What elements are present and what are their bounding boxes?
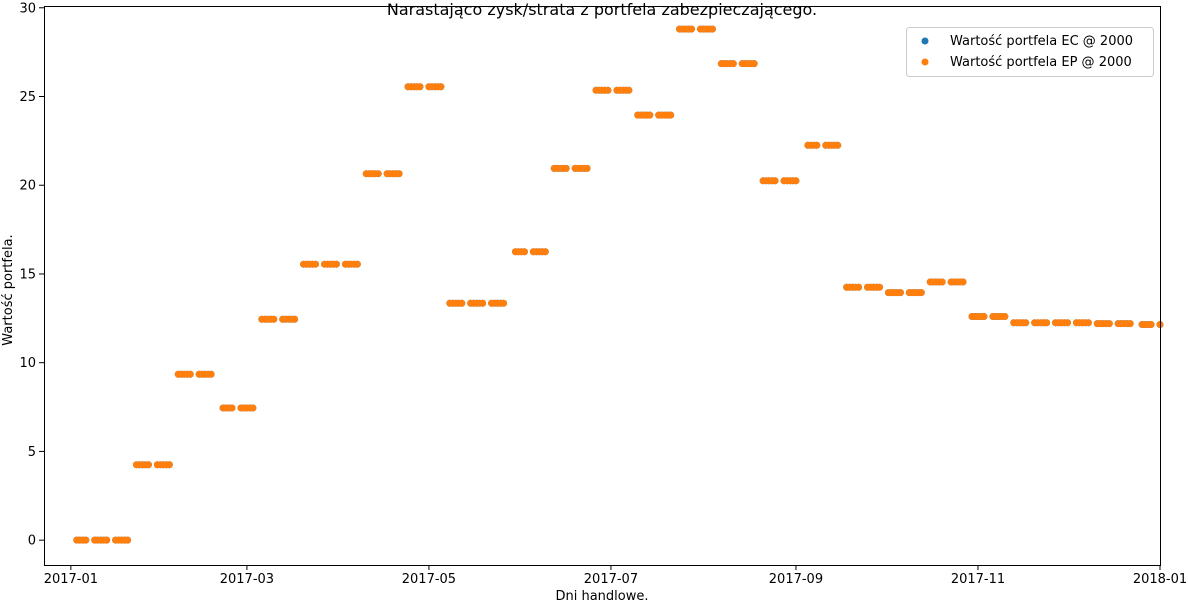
data-point <box>144 461 152 469</box>
data-point <box>1084 319 1092 327</box>
data-point <box>479 299 487 307</box>
data-point <box>980 313 988 321</box>
y-tick-label: 5 <box>28 445 36 460</box>
data-point <box>667 111 675 119</box>
y-tick-label: 10 <box>19 356 36 371</box>
data-point <box>1064 319 1071 327</box>
legend-label-ec: Wartość portfela EC @ 2000 <box>950 34 1133 49</box>
data-point <box>437 83 445 91</box>
y-tick-label: 25 <box>19 90 36 105</box>
legend-marker-ec <box>921 37 929 45</box>
data-point <box>249 404 257 412</box>
data-point <box>500 299 508 307</box>
data-point <box>520 248 528 256</box>
data-point <box>353 260 361 268</box>
series-ec <box>73 25 1164 544</box>
data-point <box>1022 319 1030 327</box>
data-point <box>82 536 90 544</box>
data-point <box>1126 320 1134 328</box>
data-point <box>1105 320 1113 328</box>
y-tick-label: 30 <box>19 1 36 16</box>
x-axis-label: Dni handlowe. <box>555 589 648 604</box>
data-point <box>729 60 737 68</box>
data-point <box>541 248 549 256</box>
plot-frame <box>44 6 1161 566</box>
data-point <box>165 461 173 469</box>
y-tick-label: 0 <box>28 534 36 549</box>
data-point <box>186 370 194 378</box>
data-point <box>917 289 925 297</box>
data-point <box>750 60 758 68</box>
x-tick-label: 2017-03 <box>220 572 274 587</box>
data-point <box>416 83 424 91</box>
data-point <box>708 25 716 33</box>
data-point <box>1147 321 1155 329</box>
x-tick-label: 2017-09 <box>769 572 823 587</box>
data-point <box>207 370 215 378</box>
data-point <box>1001 313 1009 321</box>
data-point <box>896 289 904 297</box>
data-point <box>291 315 299 323</box>
x-tick-label: 2017-05 <box>402 572 456 587</box>
y-tick-label: 15 <box>19 267 36 282</box>
data-point <box>625 86 633 94</box>
x-tick-label: 2018-01 <box>1133 572 1187 587</box>
data-point <box>312 260 320 268</box>
y-axis-label: Wartość portfela. <box>1 234 16 345</box>
data-point <box>583 164 591 172</box>
legend: Wartość portfela EC @ 2000 Wartość portf… <box>906 27 1154 77</box>
x-axis: 2017-01 2017-03 2017-05 2017-07 2017-09 2017-… <box>44 565 1187 587</box>
data-point <box>771 177 779 185</box>
legend-marker-ep <box>921 58 929 66</box>
y-axis: 0 5 10 15 20 25 30 <box>19 1 44 549</box>
plot-area <box>73 25 1164 544</box>
data-point <box>646 111 654 119</box>
legend-box <box>906 27 1154 77</box>
data-point <box>792 177 800 185</box>
data-point <box>562 164 570 172</box>
data-point <box>938 278 946 286</box>
data-point <box>228 404 236 412</box>
y-tick-label: 20 <box>19 179 36 194</box>
data-point <box>458 299 466 307</box>
data-point <box>270 315 278 323</box>
x-tick-label: 2017-07 <box>584 572 638 587</box>
data-point <box>813 141 821 149</box>
data-point <box>688 25 696 33</box>
x-tick-label: 2017-01 <box>44 572 98 587</box>
data-point <box>374 170 382 178</box>
chart-title: Narastająco zysk/strata z portfela zabez… <box>387 0 817 19</box>
data-point <box>103 536 111 544</box>
data-point <box>834 141 842 149</box>
data-point <box>855 283 863 291</box>
data-point <box>1043 319 1051 327</box>
legend-label-ep: Wartość portfela EP @ 2000 <box>950 55 1132 70</box>
data-point <box>959 278 967 286</box>
data-point <box>395 170 403 178</box>
x-tick-label: 2017-11 <box>951 572 1005 587</box>
data-point <box>332 260 340 268</box>
data-point <box>124 536 132 544</box>
data-point <box>876 283 884 291</box>
data-point <box>604 86 612 94</box>
series-ep <box>73 25 1164 544</box>
